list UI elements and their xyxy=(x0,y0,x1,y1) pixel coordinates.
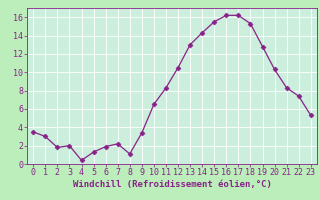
X-axis label: Windchill (Refroidissement éolien,°C): Windchill (Refroidissement éolien,°C) xyxy=(73,180,271,189)
